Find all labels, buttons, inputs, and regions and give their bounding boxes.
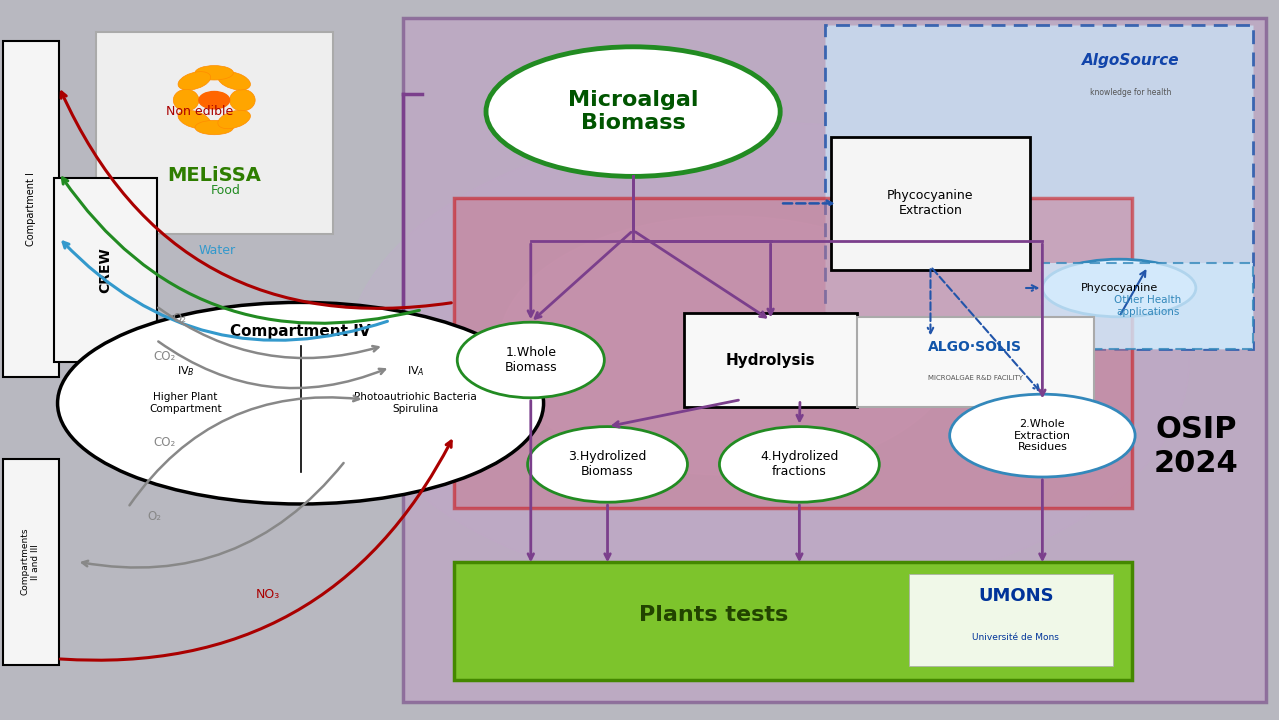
FancyBboxPatch shape [96,32,333,234]
Text: Compartment IV: Compartment IV [230,324,371,338]
FancyBboxPatch shape [3,41,59,377]
Text: 3.Hydrolized
Biomass: 3.Hydrolized Biomass [568,451,647,478]
FancyBboxPatch shape [909,575,1113,665]
Text: CREW: CREW [98,247,113,293]
FancyBboxPatch shape [454,562,1132,680]
Text: knowledge for health: knowledge for health [1090,88,1172,96]
Circle shape [345,122,1189,598]
FancyBboxPatch shape [857,317,1094,407]
Text: ALGO·SOLIS: ALGO·SOLIS [929,340,1022,354]
Text: 1.Whole
Biomass: 1.Whole Biomass [504,346,558,374]
Circle shape [198,91,230,109]
Text: Microalgal
Biomass: Microalgal Biomass [568,90,698,133]
Text: Phycocyanine: Phycocyanine [1081,283,1157,293]
Text: Phycocyanine
Extraction: Phycocyanine Extraction [888,189,973,217]
FancyBboxPatch shape [831,137,1030,270]
Text: O₂: O₂ [147,510,161,523]
Circle shape [499,216,959,475]
Text: Water: Water [198,244,235,257]
Text: 2.Whole
Extraction
Residues: 2.Whole Extraction Residues [1014,419,1071,452]
Text: AlgoSource: AlgoSource [1082,53,1179,68]
Text: MELiSSA: MELiSSA [168,166,261,186]
Ellipse shape [194,120,234,135]
FancyBboxPatch shape [3,459,59,665]
Text: MICROALGAE R&D FACILITY: MICROALGAE R&D FACILITY [927,375,1023,382]
Text: CO₂: CO₂ [153,350,175,363]
FancyBboxPatch shape [825,25,1253,349]
Text: IV$_B$: IV$_B$ [177,364,194,378]
FancyBboxPatch shape [684,313,857,407]
FancyBboxPatch shape [403,18,1266,702]
Text: 4.Hydrolized
fractions: 4.Hydrolized fractions [760,451,839,478]
Ellipse shape [194,66,234,80]
Ellipse shape [173,89,198,111]
FancyBboxPatch shape [454,198,1132,508]
Text: IV$_A$: IV$_A$ [407,364,425,378]
Text: OSIP
2024: OSIP 2024 [1154,415,1238,477]
Text: Higher Plant
Compartment: Higher Plant Compartment [150,392,221,414]
Ellipse shape [178,110,211,129]
Text: Université de Mons: Université de Mons [972,634,1059,642]
Text: Other Health
applications: Other Health applications [1114,295,1182,317]
Ellipse shape [229,89,255,111]
Ellipse shape [217,71,251,90]
Text: Compartments
II and III: Compartments II and III [20,528,41,595]
Text: Photoautriohic Bacteria
Spirulina: Photoautriohic Bacteria Spirulina [354,392,477,414]
Text: O₂: O₂ [173,312,187,325]
Ellipse shape [178,71,211,90]
Text: Food: Food [211,184,240,197]
Text: NO₃: NO₃ [256,588,280,600]
Text: Plants tests: Plants tests [638,606,788,626]
Ellipse shape [1042,259,1196,317]
Text: Compartment I: Compartment I [26,172,36,246]
Text: UMONS: UMONS [978,588,1054,606]
Ellipse shape [949,395,1136,477]
Ellipse shape [217,110,251,129]
FancyBboxPatch shape [1042,263,1253,349]
Ellipse shape [486,47,780,176]
Ellipse shape [457,323,604,397]
Ellipse shape [58,302,544,504]
Text: Non edible: Non edible [166,105,234,118]
FancyBboxPatch shape [54,178,157,362]
Text: CO₂: CO₂ [153,436,175,449]
Text: Hydrolysis: Hydrolysis [725,353,816,367]
Ellipse shape [719,426,880,503]
Ellipse shape [527,426,688,503]
